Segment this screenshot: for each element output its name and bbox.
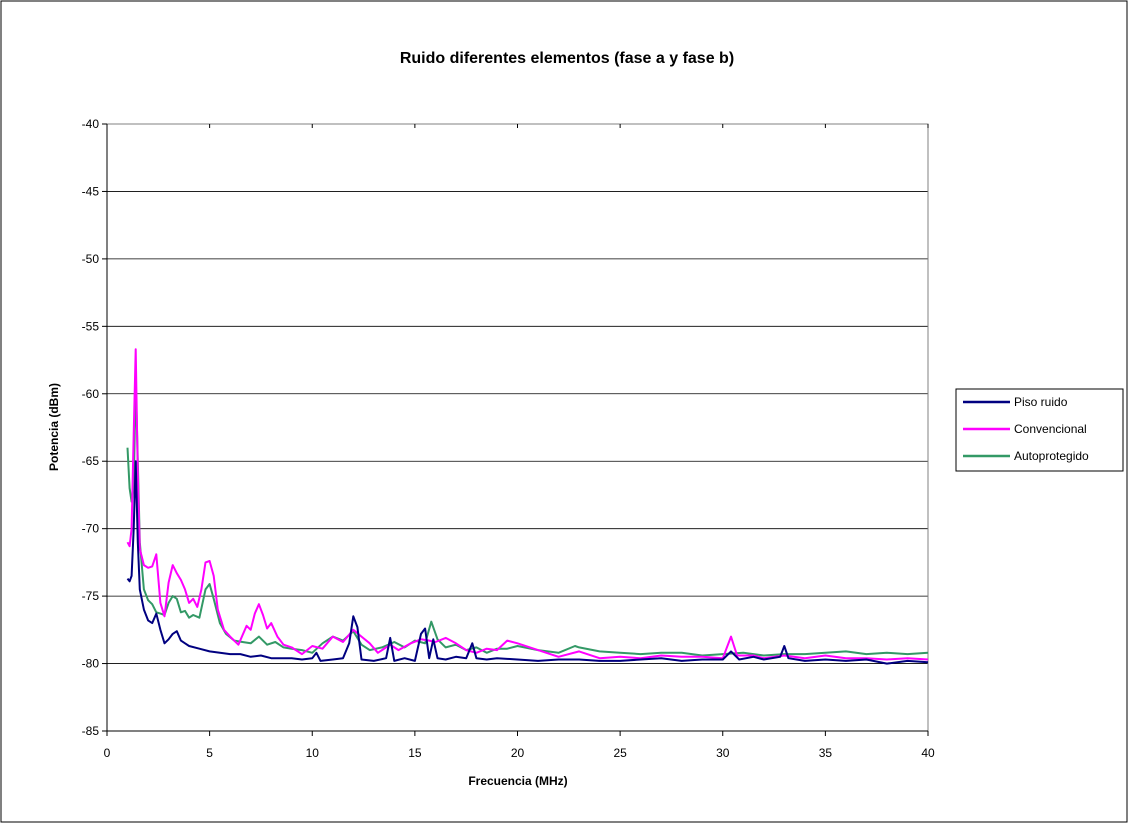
legend-label: Autoprotegido	[1014, 449, 1089, 463]
axes: -40 -45 -50 -55 -60 -65 -70 -75 -80 -85 0 5 10 15 20 25…	[82, 117, 935, 760]
legend-label: Convencional	[1014, 422, 1087, 436]
y-tick-label: -55	[82, 319, 100, 333]
x-tick-label: 10	[306, 746, 320, 760]
x-tick-label: 25	[613, 746, 627, 760]
y-tick-label: -70	[82, 522, 100, 536]
y-tick-label: -50	[82, 252, 100, 266]
x-tick-label: 15	[408, 746, 422, 760]
y-tick-label: -75	[82, 589, 100, 603]
chart-title: Ruido diferentes elementos (fase a y fas…	[400, 50, 734, 67]
x-tick-label: 0	[104, 746, 111, 760]
x-tick-label: 5	[206, 746, 213, 760]
x-tick-label: 40	[921, 746, 935, 760]
series-line-piso-ruido	[126, 460, 929, 665]
x-tick-label: 35	[819, 746, 833, 760]
gridlines	[107, 191, 928, 664]
series-group	[126, 348, 929, 665]
y-tick-label: -40	[82, 117, 100, 131]
y-tick-label: -65	[82, 454, 100, 468]
y-tick-label: -85	[82, 724, 100, 738]
x-tick-label: 30	[716, 746, 730, 760]
y-tick-label: -45	[82, 184, 100, 198]
legend-label: Piso ruido	[1014, 395, 1068, 409]
x-axis-title: Frecuencia (MHz)	[468, 774, 567, 788]
x-tick-label: 20	[511, 746, 525, 760]
y-axis-title: Potencia (dBm)	[47, 383, 61, 471]
series-line-convencional	[126, 348, 929, 661]
y-tick-label: -60	[82, 387, 100, 401]
legend: Piso ruido Convencional Autoprotegido	[955, 388, 1124, 472]
y-tick-label: -80	[82, 657, 100, 671]
